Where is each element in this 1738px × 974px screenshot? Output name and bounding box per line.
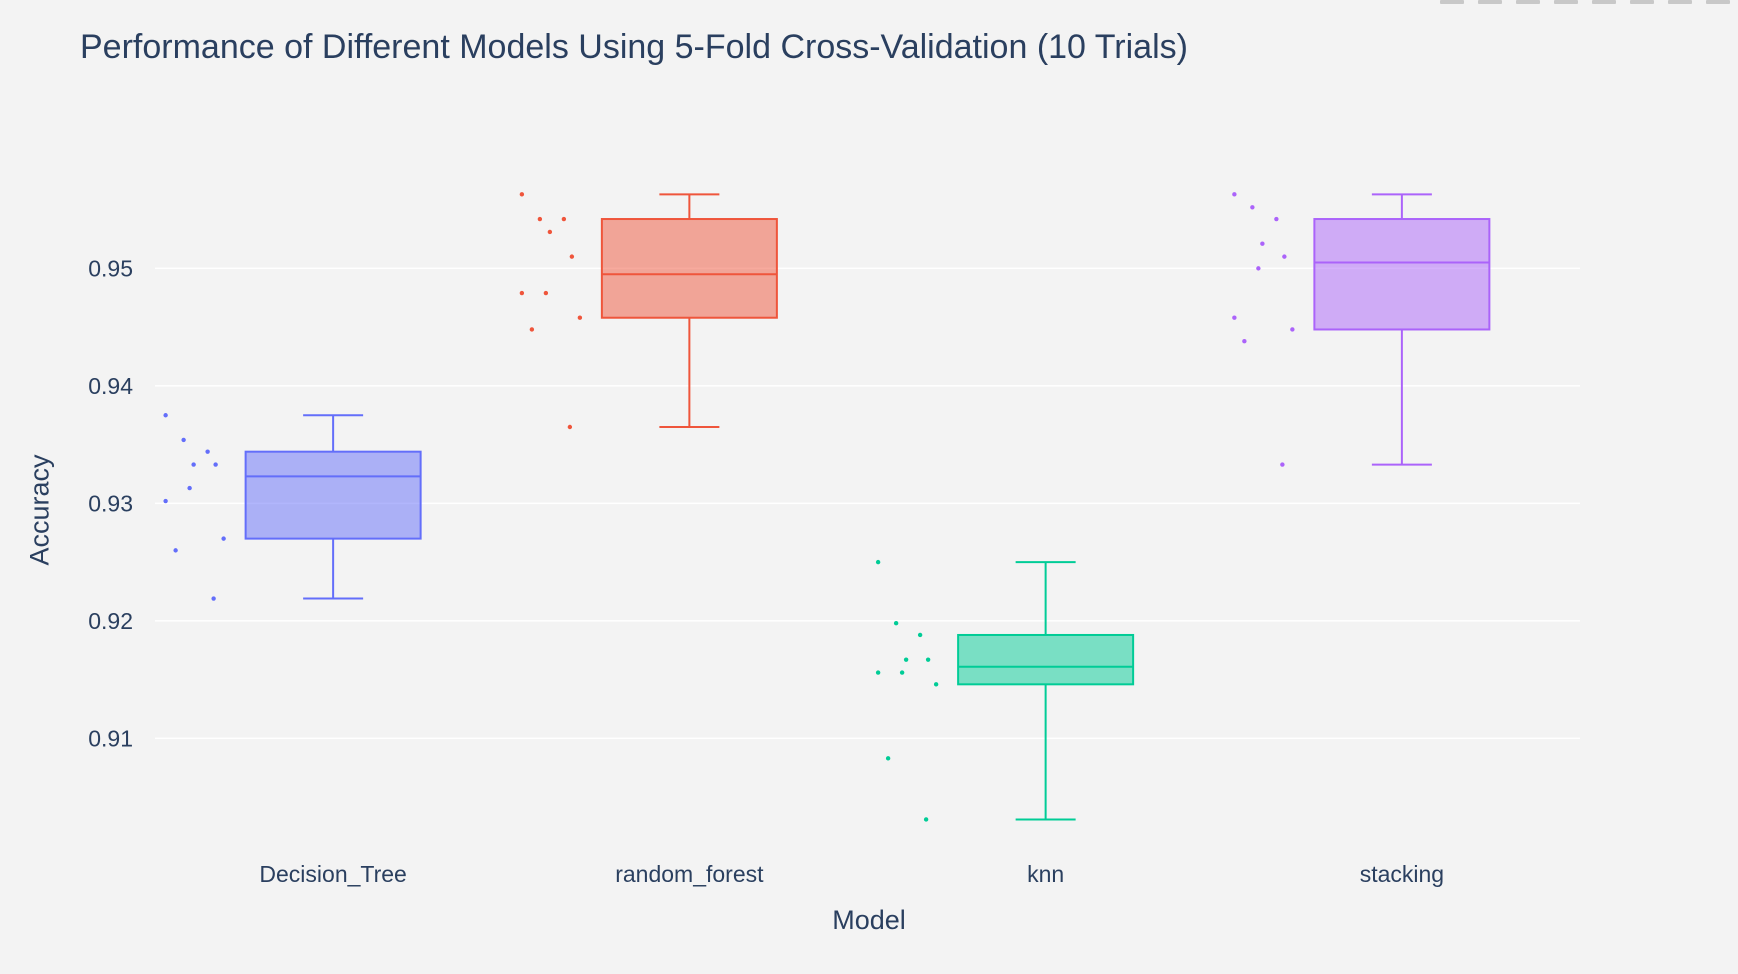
data-point[interactable] bbox=[221, 536, 226, 541]
data-point[interactable] bbox=[1256, 266, 1261, 271]
y-tick-label: 0.92 bbox=[88, 608, 133, 634]
data-point[interactable] bbox=[933, 682, 939, 687]
data-point[interactable] bbox=[163, 498, 168, 504]
chart-title: Performance of Different Models Using 5-… bbox=[80, 28, 1188, 66]
x-tick-label: Decision_Tree bbox=[259, 861, 406, 887]
data-point[interactable] bbox=[191, 462, 196, 467]
data-point[interactable] bbox=[211, 596, 216, 601]
data-point[interactable] bbox=[567, 424, 573, 430]
data-point[interactable] bbox=[519, 290, 525, 296]
data-point[interactable] bbox=[173, 548, 178, 553]
zoom-icon[interactable] bbox=[1478, 0, 1502, 4]
data-point[interactable] bbox=[181, 437, 186, 443]
data-point[interactable] bbox=[885, 756, 891, 761]
box-iqr[interactable] bbox=[957, 633, 1135, 686]
modebar[interactable] bbox=[1440, 0, 1730, 6]
x-tick-label: random_forest bbox=[615, 861, 764, 887]
data-point[interactable] bbox=[1280, 462, 1285, 467]
box-iqr[interactable] bbox=[244, 450, 422, 540]
data-point[interactable] bbox=[875, 670, 881, 675]
data-point[interactable] bbox=[187, 485, 192, 491]
pan-icon[interactable] bbox=[1516, 0, 1540, 4]
reset-axes-icon[interactable] bbox=[1706, 0, 1730, 4]
y-tick-label: 0.91 bbox=[88, 725, 133, 751]
autoscale-icon[interactable] bbox=[1668, 0, 1692, 4]
box-select-icon[interactable] bbox=[1554, 0, 1578, 4]
box-trace-knn[interactable] bbox=[875, 559, 1135, 822]
data-point[interactable] bbox=[893, 621, 899, 626]
data-point[interactable] bbox=[923, 817, 929, 822]
data-point[interactable] bbox=[547, 229, 553, 235]
data-point[interactable] bbox=[1232, 192, 1237, 197]
data-point[interactable] bbox=[875, 559, 881, 565]
box-trace-random_forest[interactable] bbox=[519, 192, 778, 430]
box-iqr[interactable] bbox=[600, 218, 778, 319]
data-point[interactable] bbox=[1250, 205, 1255, 210]
y-tick-label: 0.93 bbox=[88, 490, 133, 516]
data-point[interactable] bbox=[213, 462, 218, 467]
box-trace-Decision_Tree[interactable] bbox=[163, 413, 422, 601]
box-iqr[interactable] bbox=[1313, 218, 1491, 331]
camera-icon[interactable] bbox=[1440, 0, 1464, 4]
data-point[interactable] bbox=[529, 327, 535, 332]
box-trace-stacking[interactable] bbox=[1232, 192, 1491, 467]
data-point[interactable] bbox=[917, 632, 923, 638]
data-point[interactable] bbox=[1282, 254, 1287, 259]
data-point[interactable] bbox=[561, 216, 567, 222]
zoom-in-icon[interactable] bbox=[1592, 0, 1616, 4]
data-point[interactable] bbox=[577, 315, 583, 320]
data-point[interactable] bbox=[543, 290, 549, 296]
data-point[interactable] bbox=[1232, 315, 1237, 320]
data-point[interactable] bbox=[205, 449, 210, 454]
data-point[interactable] bbox=[1260, 241, 1265, 246]
zoom-out-icon[interactable] bbox=[1630, 0, 1654, 4]
y-tick-label: 0.95 bbox=[88, 255, 133, 281]
data-point[interactable] bbox=[163, 413, 168, 418]
data-point[interactable] bbox=[925, 657, 931, 662]
data-point[interactable] bbox=[899, 670, 905, 675]
data-point[interactable] bbox=[519, 192, 525, 197]
y-tick-label: 0.94 bbox=[88, 373, 133, 399]
x-tick-label: stacking bbox=[1360, 861, 1444, 887]
data-point[interactable] bbox=[537, 216, 543, 222]
data-point[interactable] bbox=[1274, 216, 1279, 222]
x-axis-title: Model bbox=[832, 905, 906, 935]
data-point[interactable] bbox=[1290, 327, 1295, 332]
y-axis-title: Accuracy bbox=[24, 454, 55, 566]
data-point[interactable] bbox=[903, 657, 909, 662]
data-point[interactable] bbox=[1242, 339, 1247, 344]
data-point[interactable] bbox=[569, 254, 575, 259]
x-tick-label: knn bbox=[1027, 861, 1064, 887]
